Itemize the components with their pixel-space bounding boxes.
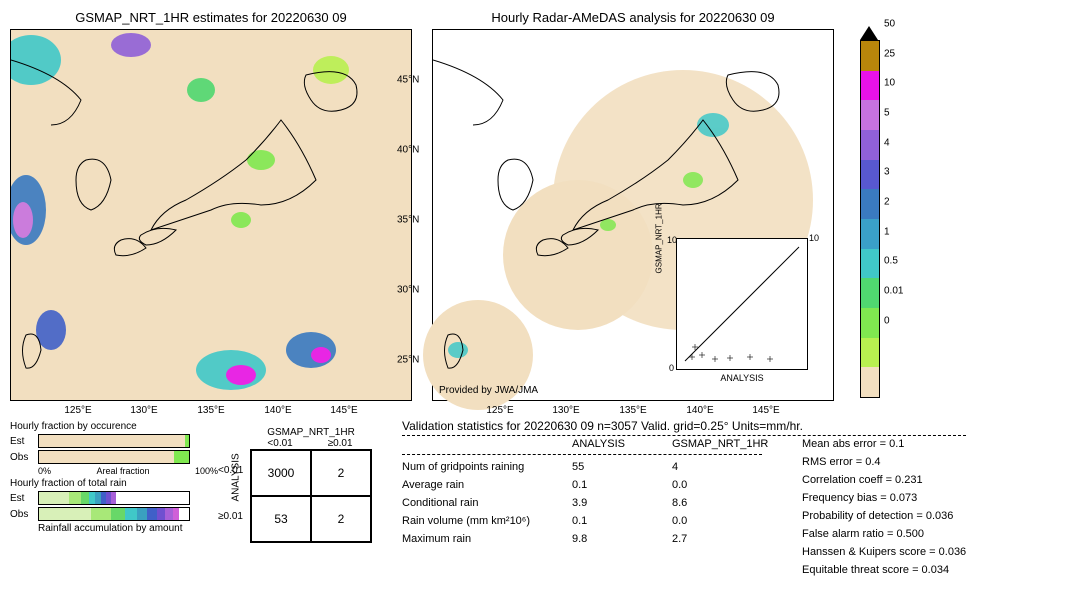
bar-total-est xyxy=(38,491,190,505)
contingency-table: GSMAP_NRT_1HR <0.01 ≥0.01 ANALYSIS <0.01… xyxy=(250,427,372,582)
bar-occurrence-obs xyxy=(38,450,190,464)
colorbar: 502510543210.50.010 xyxy=(860,10,910,401)
validation-stats: Validation statistics for 20220630 09 n=… xyxy=(402,419,966,582)
inset-scatterplot: 10 10 0 ANALYSIS GSMAP_NRT_1HR xyxy=(676,238,808,370)
radar-map: 10 10 0 ANALYSIS GSMAP_NRT_1HR Provided … xyxy=(432,29,834,401)
attribution-text: Provided by JWA/JMA xyxy=(439,385,538,396)
bar-occurrence-est xyxy=(38,434,190,448)
radar-panel: Hourly Radar-AMeDAS analysis for 2022063… xyxy=(432,10,834,401)
stats-table: ANALYSIS GSMAP_NRT_1HR Num of gridpoints… xyxy=(402,438,772,582)
gsmap-precip-overlay xyxy=(11,30,411,400)
gsmap-panel: GSMAP_NRT_1HR estimates for 20220630 09 xyxy=(10,10,412,401)
bar-total-obs xyxy=(38,507,190,521)
colorbar-overflow-icon xyxy=(860,26,878,40)
hourly-fraction-bars: Hourly fraction by occurence Est Obs 0%A… xyxy=(10,419,210,582)
stats-metrics: Mean abs error = 0.1RMS error = 0.4Corre… xyxy=(802,438,966,582)
gsmap-title: GSMAP_NRT_1HR estimates for 20220630 09 xyxy=(10,10,412,25)
gsmap-map: 25°N 30°N 35°N 40°N 45°N 125°E 130°E 135… xyxy=(10,29,412,401)
radar-title: Hourly Radar-AMeDAS analysis for 2022063… xyxy=(432,10,834,25)
